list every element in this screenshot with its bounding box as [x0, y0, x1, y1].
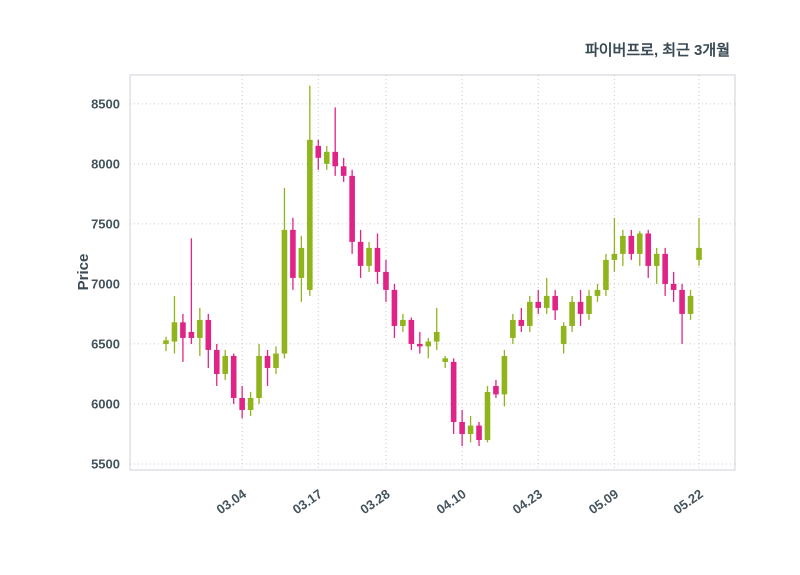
candle-body — [535, 301, 542, 308]
candle-body — [273, 353, 279, 368]
candle-body — [510, 319, 516, 338]
candle-body — [425, 341, 432, 347]
candle-body — [662, 253, 668, 284]
candle-body — [315, 145, 322, 158]
candle-body — [307, 139, 313, 290]
candle-body — [628, 235, 635, 254]
candle-body — [450, 361, 457, 422]
candle-body — [543, 295, 550, 308]
candle-body — [577, 301, 584, 314]
x-tick-label: 03.28 — [357, 486, 392, 517]
candle-body — [332, 151, 339, 167]
candle-body — [687, 295, 694, 314]
y-tick-label: 8000 — [91, 156, 120, 171]
candle-body — [620, 235, 626, 254]
candle-body — [281, 229, 288, 354]
candle-body — [366, 247, 372, 266]
candle-body — [213, 349, 220, 374]
candle-body — [594, 289, 601, 296]
candle-body — [636, 233, 643, 254]
candle-body — [433, 331, 440, 342]
x-tick-label: 05.09 — [586, 486, 621, 517]
y-tick-label: 6500 — [91, 336, 120, 351]
candle-body — [357, 241, 364, 266]
x-tick-label: 04.23 — [510, 486, 545, 517]
chart-title: 파이버프로, 최근 3개월 — [585, 41, 730, 59]
candle-body — [552, 295, 558, 311]
candle-body — [653, 253, 660, 266]
candle-body — [298, 247, 305, 278]
candle-body — [696, 247, 702, 260]
candle-body — [323, 151, 330, 164]
candle-body — [526, 301, 533, 326]
candle-body — [374, 247, 381, 272]
candle-body — [518, 319, 525, 326]
x-tick-label: 05.22 — [670, 486, 705, 517]
candle-body — [163, 340, 169, 344]
y-tick-label: 5500 — [91, 456, 120, 471]
candle-body — [290, 229, 296, 278]
candle-body — [442, 358, 448, 362]
candle-body — [586, 295, 592, 314]
plot-area — [129, 74, 736, 471]
candle-body — [611, 253, 618, 260]
y-tick-label: 7500 — [91, 216, 120, 231]
candle-body — [645, 233, 652, 266]
candle-body — [180, 322, 186, 338]
candle-body — [493, 385, 499, 395]
candle-body — [256, 355, 262, 398]
candle-body — [560, 325, 567, 344]
candle-body — [340, 166, 347, 176]
candle-body — [484, 391, 491, 440]
candle-body — [408, 319, 415, 344]
x-tick-label: 03.17 — [290, 486, 325, 517]
candle-body — [239, 397, 245, 410]
candle-body — [383, 271, 389, 290]
candle-body — [400, 319, 406, 326]
candle-body — [264, 355, 271, 368]
y-axis-label: Price — [75, 254, 92, 291]
candle-body — [459, 421, 465, 434]
candle-body — [670, 283, 677, 290]
x-tick-label: 03.04 — [214, 486, 250, 517]
candle-body — [222, 355, 229, 374]
y-tick-label: 8500 — [91, 96, 120, 111]
candle-body — [349, 175, 355, 242]
candles-layer — [163, 85, 702, 446]
candle-body — [205, 319, 212, 350]
grid-layer — [129, 74, 736, 471]
candle-body — [230, 355, 237, 398]
x-tick-label: 04.10 — [434, 486, 469, 517]
candle-body — [197, 319, 203, 338]
candle-body — [501, 355, 508, 395]
candle-body — [467, 425, 474, 434]
candle-body — [247, 397, 254, 410]
candle-body — [171, 322, 178, 342]
candle-body — [603, 259, 609, 290]
candle-body — [391, 289, 398, 326]
candle-body — [188, 331, 195, 338]
y-tick-label: 6000 — [91, 396, 120, 411]
candle-body — [569, 301, 575, 326]
candle-body — [417, 343, 423, 347]
y-tick-label: 7000 — [91, 276, 120, 291]
candle-body — [476, 425, 482, 440]
candle-body — [679, 289, 685, 314]
